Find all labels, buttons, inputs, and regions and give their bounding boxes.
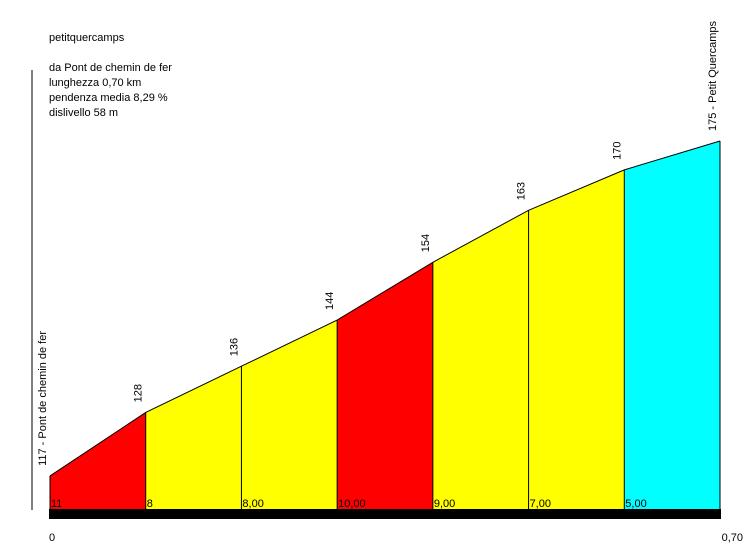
profile-segment (241, 320, 338, 510)
profile-title: petitquercamps (49, 32, 125, 44)
elevation-label: 175 - Petit Quercamps (707, 20, 719, 131)
profile-segment (337, 262, 433, 510)
x-tick-label-start: 0 (49, 532, 55, 544)
elevation-label: 163 (516, 182, 528, 200)
elevation-label: 170 (611, 142, 623, 160)
average-grade-text: pendenza media 8,29 % (49, 92, 168, 104)
length-text: lunghezza 0,70 km (49, 77, 142, 89)
start-point-text: da Pont de chemin de fer (49, 62, 172, 74)
segment-grade-label: 11 (51, 498, 62, 510)
segment-grade-label: 5,00 (625, 498, 646, 510)
distance-bar (49, 509, 721, 519)
segment-grade-label: 9,00 (434, 498, 455, 510)
elevation-label: 128 (133, 384, 145, 402)
elevation-gain-text: dislivello 58 m (49, 107, 119, 119)
segment-grade-label: 8 (147, 498, 153, 510)
segment-grade-label: 7,00 (530, 498, 551, 510)
profile-segment (528, 169, 625, 511)
elevation-label: 117 - Pont de chemin de fer (37, 331, 49, 466)
elevation-label: 154 (420, 234, 432, 252)
profile-segment (432, 210, 529, 510)
elevation-label: 144 (324, 292, 336, 310)
segment-grade-label: 10,00 (338, 498, 366, 510)
profile-segment (145, 366, 242, 510)
profile-line (49, 140, 721, 477)
elevation-label: 136 (228, 338, 240, 356)
x-tick-label-end: 0,70 (722, 532, 743, 544)
profile-segment (624, 141, 720, 510)
profile-segment (50, 412, 146, 510)
segment-grade-label: 8,00 (242, 498, 263, 510)
